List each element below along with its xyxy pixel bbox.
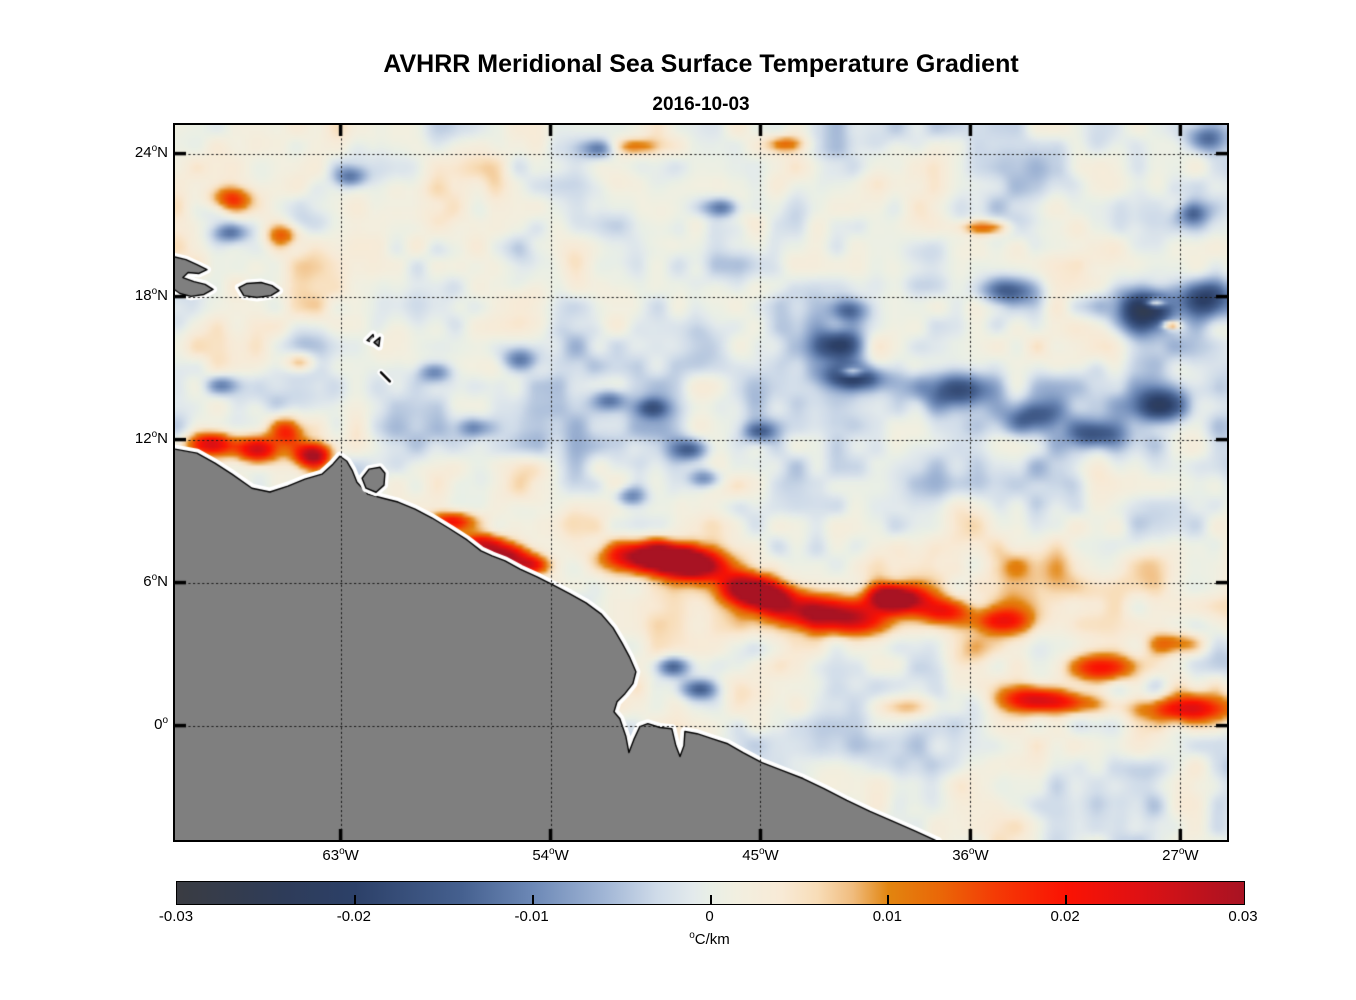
colorbar-unit-label: oC/km (650, 930, 770, 949)
y-tick-label: 24oN (134, 142, 168, 161)
colorbar-tick-mark (353, 895, 356, 904)
colorbar-tick-label: -0.02 (336, 908, 371, 925)
degree-symbol: o (689, 930, 695, 941)
x-tick-label: 27oW (1162, 846, 1199, 865)
y-tick-label: 18oN (134, 285, 168, 304)
x-tick-label: 45oW (742, 846, 779, 865)
colorbar-tick-mark (709, 895, 712, 904)
chart-title: AVHRR Meridional Sea Surface Temperature… (383, 50, 1019, 78)
colorbar-tick-label: 0.02 (1050, 908, 1080, 925)
x-tick-label: 54oW (532, 846, 569, 865)
colorbar-tick-mark (887, 895, 890, 904)
colorbar (176, 881, 1245, 905)
x-tick-label: 36oW (952, 846, 989, 865)
colorbar-tick-label: 0.01 (872, 908, 902, 925)
colorbar-tick-label: -0.03 (158, 908, 194, 925)
colorbar-tick-label: 0.03 (1228, 908, 1258, 925)
colorbar-gradient (177, 882, 1244, 904)
colorbar-tick-mark (1065, 895, 1068, 904)
y-tick-label: 0o (154, 714, 168, 733)
chart-date-subtitle: 2016-10-03 (652, 94, 750, 115)
colorbar-tick-mark (531, 895, 534, 904)
x-tick-label: 63oW (322, 846, 359, 865)
y-tick-label: 12oN (134, 428, 168, 447)
map-plot-frame (173, 123, 1229, 842)
colorbar-tick-label: 0 (705, 908, 714, 925)
colorbar-unit-text: C/km (694, 931, 730, 948)
sst-gradient-heatmap-canvas (175, 125, 1227, 840)
y-tick-label: 6oN (143, 571, 168, 590)
colorbar-tick-label: -0.01 (514, 908, 549, 925)
